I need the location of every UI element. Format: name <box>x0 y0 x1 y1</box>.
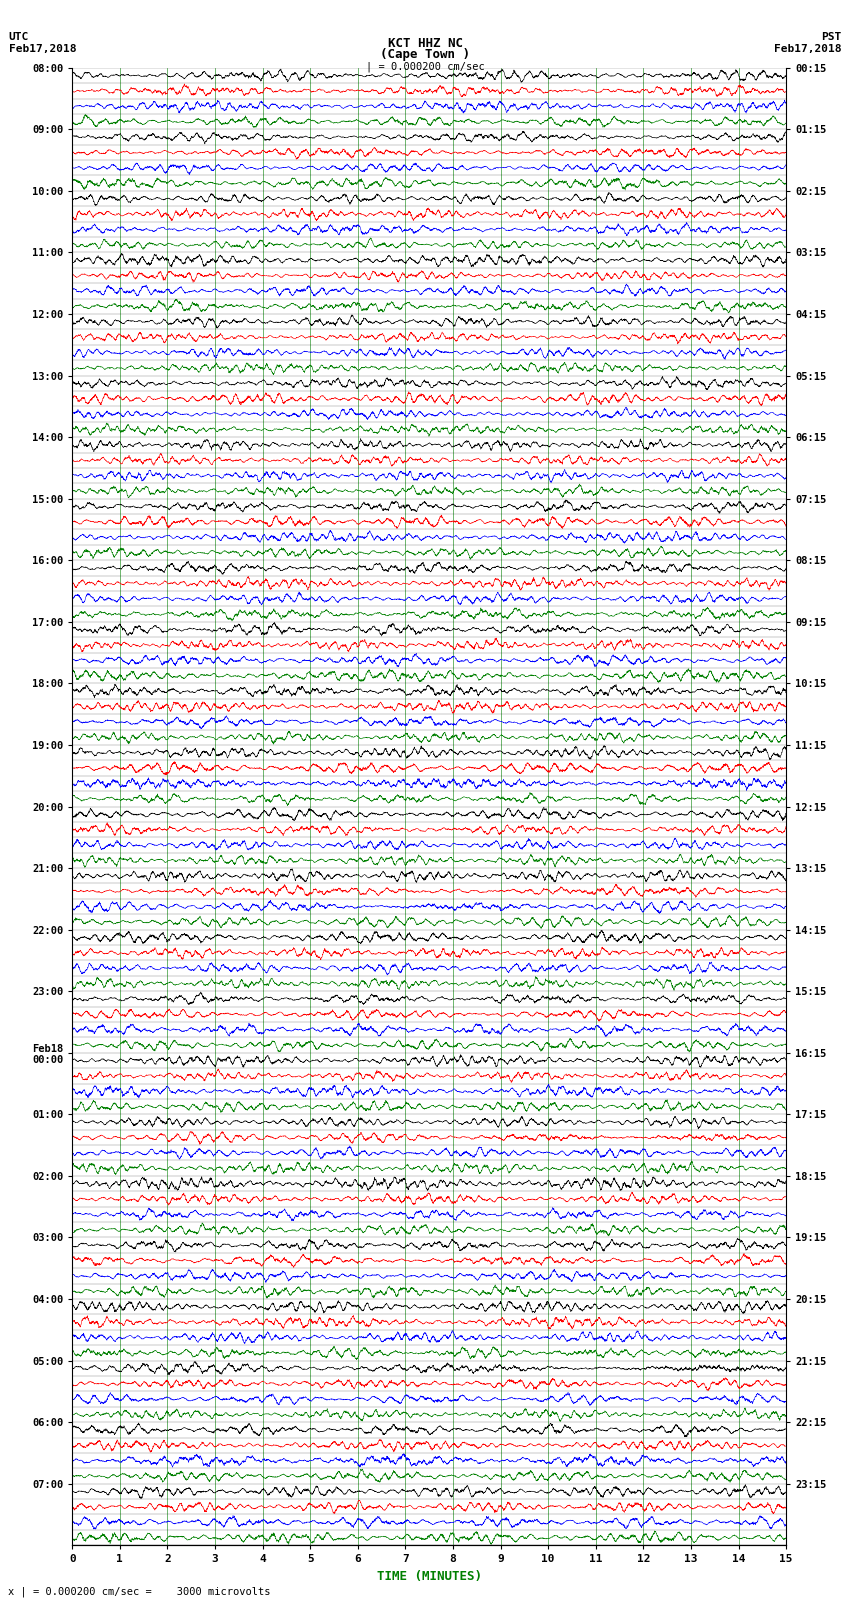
Text: Feb17,2018: Feb17,2018 <box>8 44 76 53</box>
Text: KCT HHZ NC: KCT HHZ NC <box>388 37 462 50</box>
Text: Feb17,2018: Feb17,2018 <box>774 44 842 53</box>
Text: PST: PST <box>821 32 842 42</box>
X-axis label: TIME (MINUTES): TIME (MINUTES) <box>377 1569 482 1582</box>
Text: (Cape Town ): (Cape Town ) <box>380 48 470 61</box>
Text: | = 0.000200 cm/sec: | = 0.000200 cm/sec <box>366 61 484 73</box>
Text: x | = 0.000200 cm/sec =    3000 microvolts: x | = 0.000200 cm/sec = 3000 microvolts <box>8 1586 271 1597</box>
Text: UTC: UTC <box>8 32 29 42</box>
